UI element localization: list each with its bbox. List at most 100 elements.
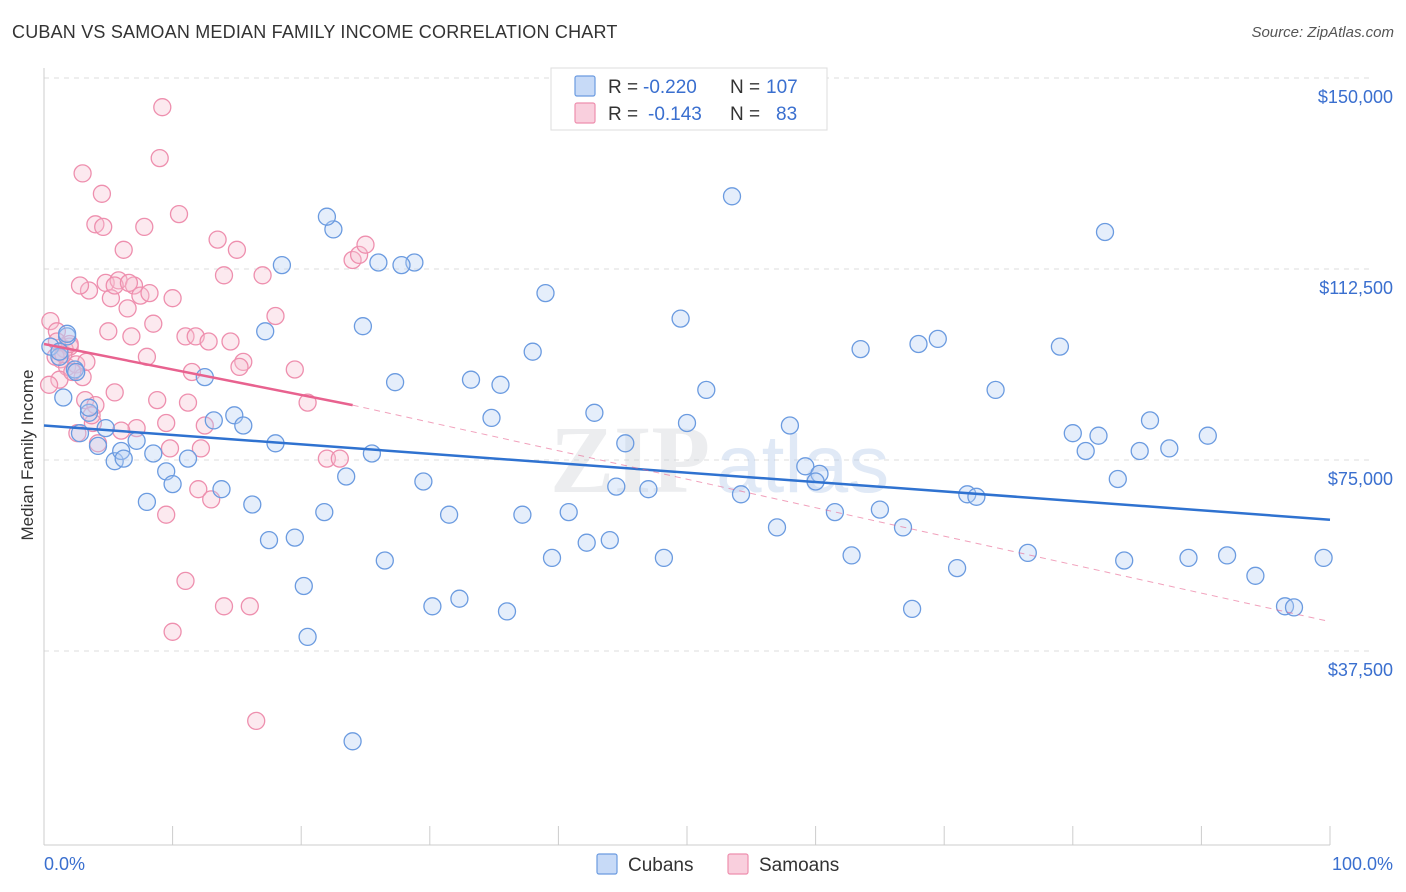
cubans-point <box>491 375 510 394</box>
cubans-point <box>337 467 356 486</box>
cubans-point <box>585 403 604 422</box>
cubans-point <box>343 732 362 751</box>
bottom-legend-swatch-cubans <box>596 853 618 875</box>
cubans-point <box>1108 469 1127 489</box>
samoans-point <box>135 217 154 237</box>
cubans-point <box>375 551 394 570</box>
cubans-point <box>1198 426 1217 445</box>
samoans-point <box>70 276 90 295</box>
samoans-point <box>266 306 285 326</box>
cubans-point <box>67 362 86 382</box>
cubans-point <box>57 324 77 343</box>
y-tick-label: $75,000 <box>1328 469 1393 489</box>
samoans-point <box>92 184 112 203</box>
cubans-point <box>796 457 815 476</box>
samoans-point <box>157 413 176 433</box>
cubans-point <box>315 502 334 522</box>
legend-box <box>550 67 828 131</box>
cubans-point <box>497 602 517 621</box>
cubans-point <box>780 416 800 435</box>
samoans-point <box>298 393 317 412</box>
cubans-point <box>423 597 442 616</box>
samoans-point <box>118 299 137 318</box>
samoans-point <box>221 332 240 351</box>
samoans-point <box>189 480 208 499</box>
cubans-trend-line <box>43 424 1331 521</box>
legend-swatch-samoans <box>574 102 596 124</box>
samoans-point <box>317 449 337 468</box>
cubans-point <box>513 505 532 524</box>
samoans-point <box>227 240 247 259</box>
samoans-point <box>122 327 141 346</box>
samoans-point <box>140 283 159 303</box>
cubans-point <box>144 444 163 463</box>
x-tick-label-min: 0.0% <box>44 854 85 874</box>
cubans-point <box>298 627 317 647</box>
cubans-point <box>536 283 555 303</box>
samoans-point <box>39 375 59 394</box>
cubans-point <box>909 334 928 354</box>
samoans-point <box>124 276 144 295</box>
samoans-point <box>176 571 195 591</box>
cubans-point <box>54 388 73 407</box>
cubans-point <box>607 477 626 496</box>
cubans-point <box>234 416 253 435</box>
cubans-point <box>577 533 596 552</box>
cubans-points <box>41 187 1333 751</box>
cubans-point <box>1089 426 1108 445</box>
cubans-point <box>600 530 619 550</box>
cubans-point <box>1160 439 1179 458</box>
cubans-point <box>1076 441 1095 461</box>
cubans-point <box>285 528 304 547</box>
source-label: Source: ZipAtlas.com <box>1251 24 1394 41</box>
samoans-point <box>195 416 214 435</box>
bottom-legend-swatch-samoans <box>727 853 749 875</box>
cubans-point <box>127 431 146 450</box>
bottom-legend-cubans: Cubans <box>628 855 694 876</box>
legend-r-value-samoans: -0.143 <box>648 104 702 125</box>
x-ticks <box>43 826 1331 845</box>
cubans-point <box>450 589 469 608</box>
cubans-point <box>414 472 433 491</box>
cubans-point <box>137 492 157 512</box>
cubans-point <box>212 480 231 499</box>
cubans-point <box>79 398 99 417</box>
samoans-point <box>144 314 163 333</box>
samoans-point <box>163 289 182 308</box>
cubans-point <box>542 548 562 568</box>
cubans-point <box>697 380 716 400</box>
cubans-point <box>1246 566 1265 585</box>
cubans-point <box>654 548 674 568</box>
bottom-legend: Cubans Samoans <box>596 853 839 876</box>
cubans-point <box>947 558 967 578</box>
x-tick-label-max: 100.0% <box>1332 854 1393 874</box>
cubans-point <box>639 480 658 499</box>
cubans-point <box>851 339 870 359</box>
samoans-point <box>247 711 266 731</box>
samoans-point <box>178 393 198 412</box>
samoans-point <box>160 439 180 458</box>
cubans-point <box>1115 551 1134 570</box>
cubans-point <box>204 411 223 430</box>
cubans-point <box>722 187 742 206</box>
watermark: ZIP atlas <box>550 406 889 513</box>
legend-n-label-samoans: N = <box>730 104 760 125</box>
cubans-point <box>392 255 411 275</box>
cubans-point <box>178 449 198 468</box>
cubans-point <box>1050 337 1070 356</box>
cubans-point <box>385 373 405 392</box>
cubans-point <box>767 518 787 537</box>
cubans-point <box>461 370 481 389</box>
samoans-point <box>176 327 195 346</box>
cubans-point <box>523 342 542 361</box>
cubans-point <box>294 576 313 596</box>
cubans-point <box>1095 222 1115 242</box>
samoans-point <box>349 245 369 265</box>
svg-text:ZIP: ZIP <box>550 406 710 513</box>
samoans-point <box>214 597 234 616</box>
cubans-point <box>439 505 459 524</box>
samoans-point <box>150 148 169 168</box>
cubans-point <box>1130 441 1149 461</box>
samoans-point <box>157 505 176 524</box>
samoans-point <box>79 281 99 300</box>
